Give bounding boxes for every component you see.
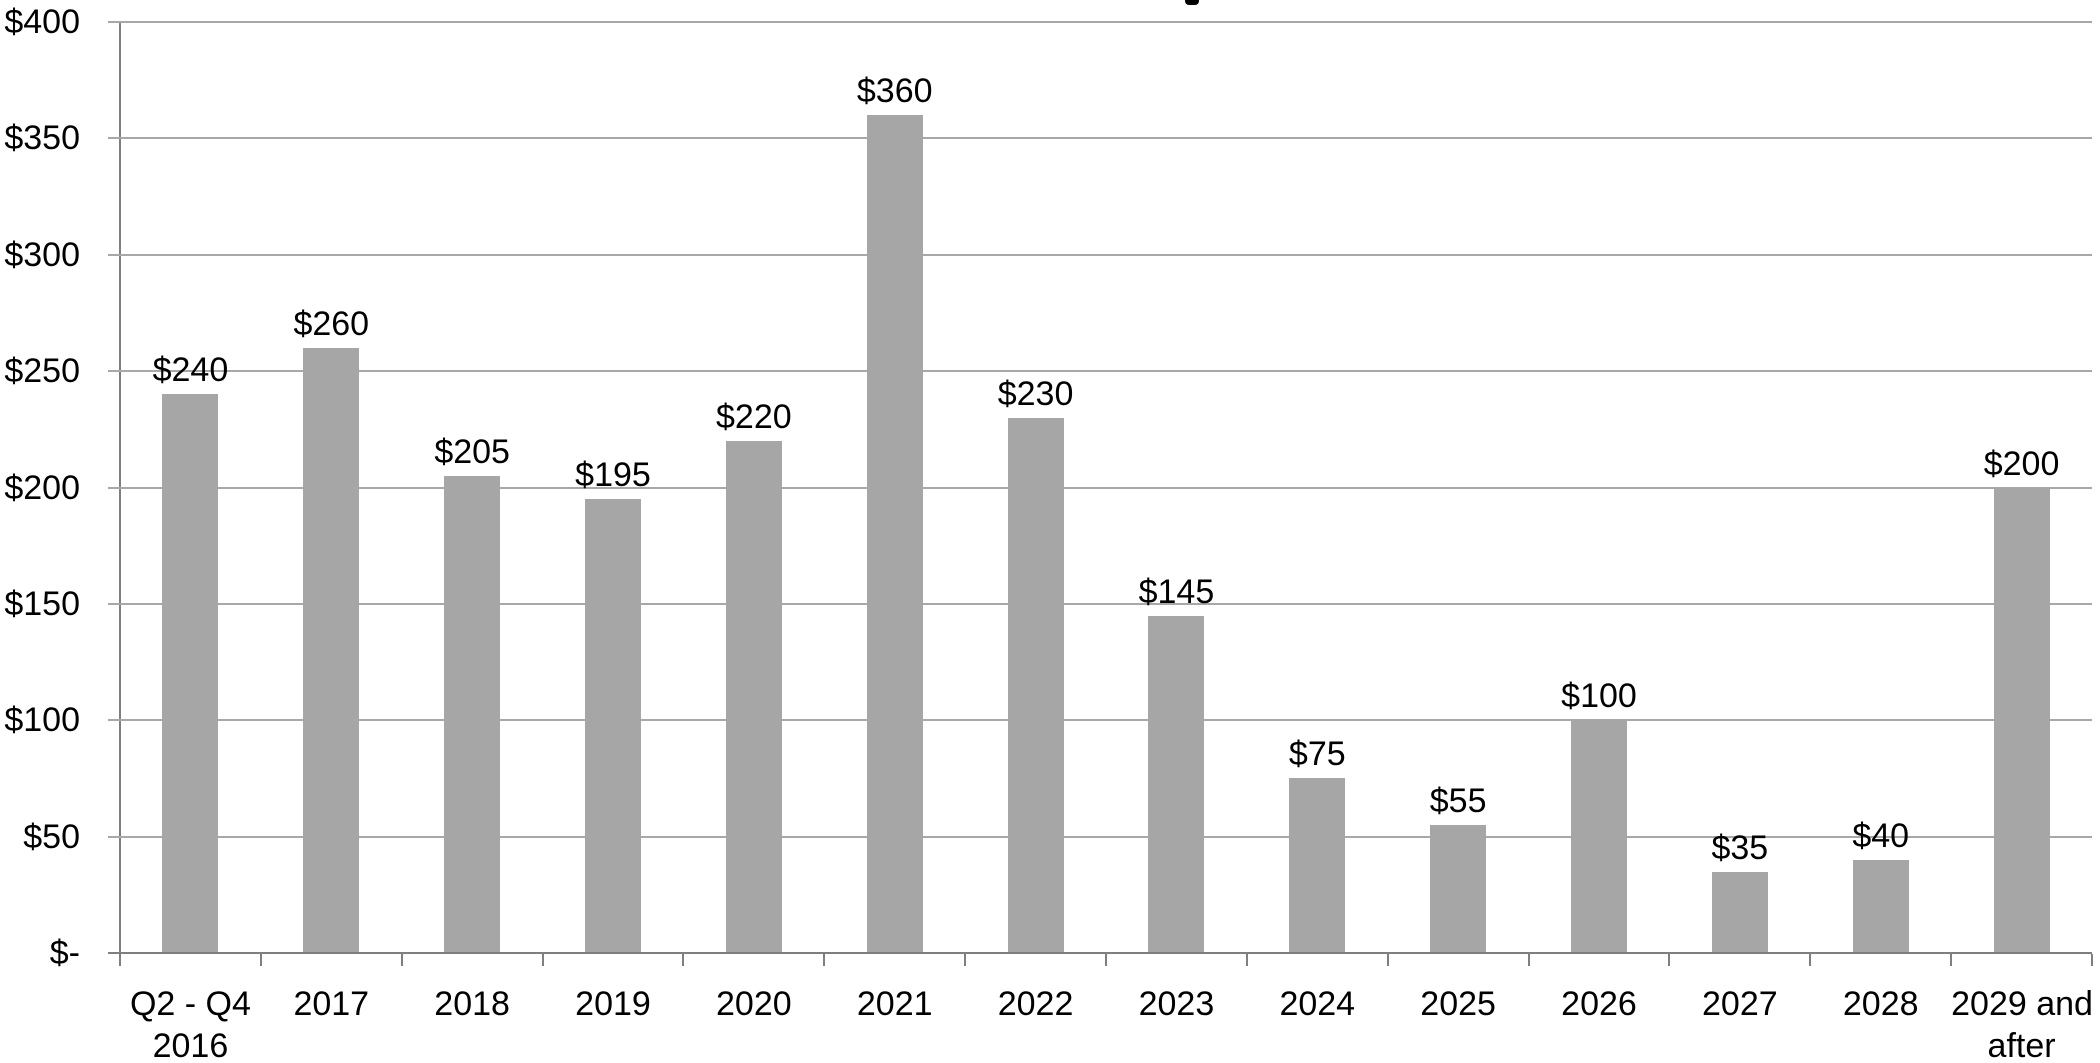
y-axis-label-150: $150	[4, 584, 80, 623]
x-axis-tick	[2091, 954, 2093, 966]
gridline-300	[108, 253, 2092, 256]
bar-value-label: $195	[575, 456, 651, 495]
gridline-200	[108, 486, 2092, 489]
y-axis-line	[119, 22, 121, 955]
bar-2021	[866, 115, 923, 952]
gridline-350	[108, 137, 2092, 140]
gridline-100	[108, 719, 2092, 722]
bar-value-label: $360	[856, 72, 933, 111]
y-axis-label-100: $100	[4, 701, 80, 740]
x-axis-label-2026: 2026	[1529, 983, 1670, 1025]
gridline-400	[108, 21, 2092, 23]
gridline-50	[108, 835, 2092, 838]
bar-value-label: $260	[293, 304, 370, 343]
x-axis-line	[108, 952, 2092, 954]
bar-value-label: $200	[1983, 444, 2060, 483]
bar-value-label: $35	[1711, 828, 1769, 867]
bar-value-label: $240	[152, 351, 229, 390]
x-axis-label-2017: 2017	[261, 983, 402, 1025]
bar-2029-and-after	[1993, 487, 2050, 952]
bar-2023	[1148, 615, 1205, 952]
x-axis-label-line: 2027	[1702, 985, 1778, 1023]
x-axis-tick	[1809, 954, 1812, 966]
x-axis-label-line: 2016	[152, 1027, 229, 1063]
x-axis-tick	[259, 954, 262, 966]
x-axis-label-2029-and-after: 2029 and after	[1951, 983, 2093, 1063]
x-axis-label-line: 2028	[1842, 985, 1919, 1023]
bar-q2---q4-2016	[162, 394, 219, 952]
y-axis-label-400: $400	[4, 3, 80, 41]
x-axis-tick	[1668, 954, 1671, 966]
bar-2020	[725, 440, 782, 952]
cropped-title-fragment	[1185, 0, 1199, 5]
x-axis-label-line: after	[1987, 1027, 2056, 1063]
x-axis-tick	[1950, 954, 1953, 966]
y-axis-label-300: $300	[4, 235, 80, 274]
bar-2025	[1430, 824, 1487, 952]
bar-2018	[444, 475, 501, 952]
y-axis-label-350: $350	[4, 119, 80, 158]
x-axis-label-line: Q2 - Q4	[129, 985, 251, 1023]
bar-2017	[303, 347, 360, 952]
bar-2022	[1007, 417, 1064, 952]
y-axis-label-250: $250	[4, 352, 80, 391]
x-axis-label-line: 2024	[1279, 985, 1356, 1023]
x-axis-label-2018: 2018	[402, 983, 543, 1025]
x-axis-label-line: 2026	[1561, 985, 1637, 1023]
bar-value-label: $220	[716, 397, 792, 436]
y-axis-label-200: $200	[4, 468, 80, 507]
gridline-250	[108, 370, 2092, 373]
y-axis-label-50: $50	[23, 817, 80, 856]
x-axis-tick	[119, 954, 121, 966]
bar-value-label: $100	[1561, 677, 1637, 716]
x-axis-label-2019: 2019	[543, 983, 684, 1025]
bar-value-label: $145	[1138, 572, 1215, 611]
x-axis-label-2020: 2020	[683, 983, 824, 1025]
x-axis-label-2023: 2023	[1106, 983, 1247, 1025]
bar-2024	[1289, 778, 1346, 952]
x-axis-label-line: 2025	[1420, 985, 1496, 1023]
x-axis-tick	[541, 954, 544, 966]
x-axis-label-line: 2029 and	[1951, 985, 2093, 1023]
x-axis-tick	[1527, 954, 1530, 966]
bar-value-label: $40	[1852, 816, 1910, 855]
x-axis-label-2022: 2022	[965, 983, 1106, 1025]
x-axis-label-line: 2023	[1138, 985, 1215, 1023]
x-axis-label-2025: 2025	[1388, 983, 1529, 1025]
x-axis-label-2028: 2028	[1810, 983, 1951, 1025]
x-axis-label-line: 2022	[997, 985, 1074, 1023]
x-axis-tick	[964, 954, 967, 966]
x-axis-tick	[1245, 954, 1248, 966]
x-axis-label-2027: 2027	[1669, 983, 1810, 1025]
x-axis-label-line: 2019	[575, 985, 651, 1023]
bar-2028	[1852, 859, 1909, 952]
x-axis-tick	[823, 954, 826, 966]
x-axis-label-2021: 2021	[824, 983, 965, 1025]
x-axis-label-line: 2017	[293, 985, 370, 1023]
bar-2026	[1571, 720, 1627, 952]
bar-2019	[585, 499, 641, 952]
bar-2027	[1711, 871, 1768, 952]
x-axis-label-2024: 2024	[1247, 983, 1388, 1025]
x-axis-tick	[1105, 954, 1107, 966]
x-axis-label-line: 2021	[856, 985, 933, 1023]
x-axis-tick	[400, 954, 403, 966]
bar-value-label: $55	[1429, 781, 1487, 820]
x-axis-label-q2---q4-2016: Q2 - Q4 2016	[120, 983, 261, 1063]
y-axis-label-0: $-	[49, 934, 80, 972]
bar-value-label: $75	[1288, 735, 1346, 774]
bar-value-label: $230	[997, 374, 1074, 413]
x-axis-label-line: 2018	[434, 985, 510, 1023]
x-axis-label-line: 2020	[716, 985, 792, 1023]
gridline-150	[108, 602, 2092, 605]
x-axis-tick	[682, 954, 685, 966]
x-axis-tick	[1386, 954, 1389, 966]
bar-value-label: $205	[434, 432, 510, 471]
